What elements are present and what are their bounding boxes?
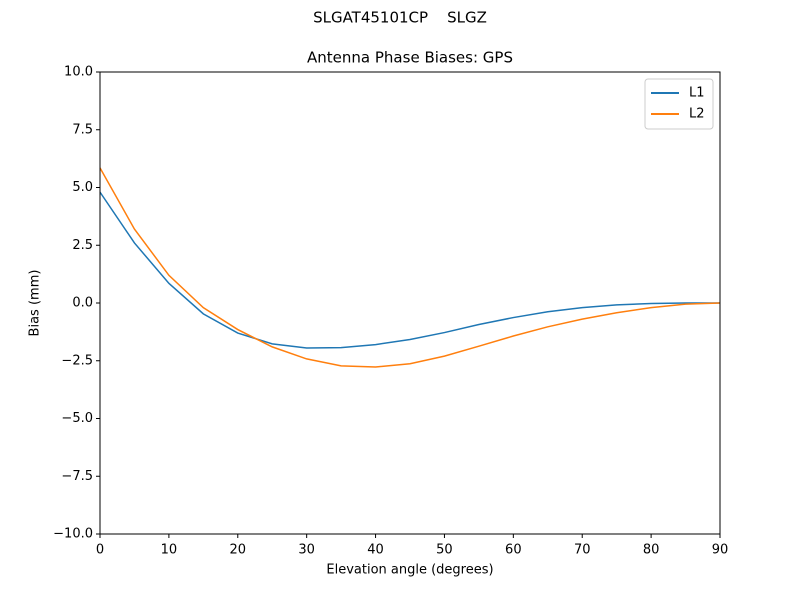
line-series [99,167,721,368]
x-tick-label: 60 [505,543,522,558]
x-tick-label: 20 [230,543,247,558]
x-axis-label: Elevation angle (degrees) [326,563,493,578]
x-tick-label: 90 [712,543,729,558]
legend-box [644,78,714,130]
y-tick-label: 2.5 [72,238,93,253]
y-tick-label: −5.0 [61,411,93,426]
x-tick-label: 30 [298,543,315,558]
y-tick-label: 0.0 [72,296,93,311]
legend-label: L2 [689,107,705,122]
legend-label: L1 [689,86,705,101]
x-tick-label: 80 [643,543,660,558]
x-tick-label: 70 [574,543,591,558]
y-tick-label: 7.5 [72,122,93,137]
y-tick-label: −10.0 [53,527,93,542]
y-tick-label: 10.0 [64,65,93,80]
suptitle: SLGAT45101CP SLGZ [313,9,487,27]
x-tick-label: 0 [96,543,104,558]
x-tick-label: 40 [367,543,384,558]
x-tick-label: 50 [436,543,453,558]
y-tick-label: 5.0 [72,180,93,195]
chart-title: Antenna Phase Biases: GPS [307,49,513,67]
x-tick-label: 10 [161,543,178,558]
plot-frame [99,71,721,535]
line-series [99,191,720,349]
y-tick-label: −7.5 [61,469,93,484]
y-axis-label: Bias (mm) [28,270,43,337]
y-tick-label: −2.5 [61,353,93,368]
